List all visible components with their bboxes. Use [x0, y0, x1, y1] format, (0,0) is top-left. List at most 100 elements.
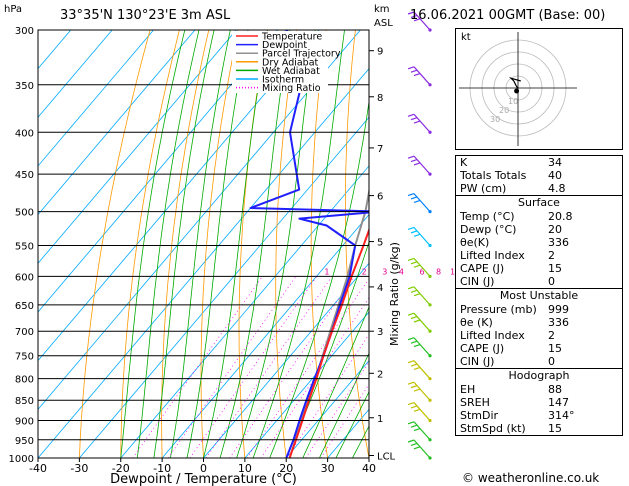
index-row: PW (cm) 4.8: [456, 182, 622, 195]
wind-barb-flag: [413, 73, 421, 77]
pressure-tick-label: 800: [15, 375, 34, 386]
index-value: 336: [548, 316, 569, 329]
index-label: PW (cm): [460, 182, 507, 195]
pressure-tick-label: 600: [15, 272, 34, 283]
x-tick-label: 30: [321, 462, 335, 475]
wind-barb-flag: [407, 257, 415, 261]
wind-barb-flag: [413, 233, 421, 237]
wind-barb-flag: [413, 18, 421, 22]
wind-barb-dot: [428, 130, 432, 134]
index-value: 88: [548, 383, 562, 396]
index-value: 999: [548, 303, 569, 316]
wind-barb-flag: [410, 385, 418, 389]
index-row: CAPE (J) 15: [456, 342, 622, 355]
wind-barb: [407, 439, 432, 460]
km-tick-label: 8: [377, 93, 383, 104]
wet-adiabat-line: [302, 305, 369, 458]
wind-barb-staff: [413, 286, 431, 306]
wind-barb-dot: [428, 28, 432, 32]
index-label: Pressure (mb): [460, 303, 537, 316]
index-label: CIN (J): [460, 275, 495, 288]
wet-adiabat-line: [236, 30, 316, 458]
wind-barb-dot: [428, 456, 432, 460]
index-value: 0: [548, 275, 555, 288]
wind-barb: [407, 193, 432, 214]
wind-barb-dot: [428, 303, 432, 307]
index-label: StmDir: [460, 409, 499, 422]
wind-barb: [407, 66, 432, 87]
wet-adiabat-line: [153, 30, 215, 458]
legend-label: Temperature: [261, 32, 322, 43]
pressure-tick-label: 300: [15, 26, 34, 37]
index-row: StmSpd (kt) 15: [456, 422, 622, 435]
wind-barb-flag: [413, 264, 421, 268]
mixing-ratio-axis-label: Mixing Ratio (g/kg): [388, 242, 401, 346]
isotherm-line: [203, 262, 369, 458]
index-label: Totals Totals: [460, 169, 527, 182]
legend-label: Mixing Ratio: [262, 83, 321, 94]
pressure-tick-label: 700: [15, 327, 34, 338]
pressure-tick-label: 350: [15, 81, 34, 92]
index-row: Dewp (°C) 20: [456, 223, 622, 236]
km-tick-label: 5: [377, 238, 383, 249]
index-label: θe (K): [460, 316, 493, 329]
wind-barb-flag: [407, 113, 415, 117]
index-row: CIN (J) 0: [456, 275, 622, 288]
mixing-ratio-label: 1: [324, 267, 329, 276]
wind-barb: [407, 421, 432, 442]
index-label: SREH: [460, 396, 490, 409]
index-value: 20: [548, 223, 562, 236]
pressure-tick-label: 850: [15, 396, 34, 407]
index-row: EH 88: [456, 383, 622, 396]
mixing-ratio-label: 3: [382, 267, 387, 276]
wind-barb: [407, 11, 432, 32]
wind-barb-flag: [410, 14, 418, 18]
pressure-tick-label: 450: [15, 170, 34, 181]
km-tick-label: 7: [377, 144, 383, 155]
pressure-tick-label: 400: [15, 128, 34, 139]
wind-barb-flag: [410, 158, 418, 163]
x-tick-label: -10: [153, 462, 171, 475]
hodograph-unit-label: kt: [461, 32, 471, 43]
wind-barb-flag: [410, 363, 418, 367]
km-tick-label: 9: [377, 47, 383, 58]
wind-barb-dot: [428, 329, 432, 333]
legend-label: Parcel Trajectory: [262, 49, 341, 60]
hodograph-ring-label: 30: [490, 115, 500, 124]
index-value: 4.8: [548, 182, 566, 195]
wind-barb-flag: [407, 439, 415, 443]
isotherm-line: [38, 30, 154, 167]
wind-barb-flag: [413, 343, 421, 348]
wind-barb-staff: [413, 66, 431, 86]
wind-barb-dot: [428, 274, 432, 279]
hodograph-ring-label: 20: [499, 106, 509, 115]
isotherm-line: [38, 30, 196, 216]
wind-barb-flag: [407, 66, 415, 70]
pressure-tick-label: 950: [15, 436, 34, 447]
wet-adiabat-line: [136, 30, 200, 458]
indices-most-unstable: Pressure (mb) 999 θe (K) 336 Lifted Index 2 CA…: [456, 303, 622, 368]
wind-barb-dot: [428, 418, 432, 423]
wind-barb-staff: [413, 439, 431, 459]
temperature-line: [288, 227, 369, 458]
pressure-tick-label: 750: [15, 352, 34, 363]
legend-label: Dry Adiabat: [262, 57, 319, 68]
index-label: CIN (J): [460, 355, 495, 368]
legend-label: Wet Adiabat: [262, 66, 320, 77]
indices-panel: K 34 Totals Totals 40 PW (cm) 4.8 Surface Tem…: [455, 155, 623, 436]
index-row: StmDir 314°: [456, 409, 622, 422]
wind-barb-flag: [413, 120, 421, 124]
km-tick-label: 3: [377, 327, 383, 338]
isotherm-line: [79, 116, 369, 458]
wind-barb-flag: [410, 230, 418, 234]
x-tick-label: 20: [279, 462, 293, 475]
wind-barb-staff: [413, 421, 431, 441]
mixing-ratio-label: 4: [399, 267, 404, 276]
wind-barb-staff: [413, 113, 431, 133]
pressure-tick-label: 550: [15, 241, 34, 252]
wind-barb-flag: [407, 193, 415, 197]
mixing-ratio-line: [229, 276, 355, 458]
wind-barb-flag: [407, 421, 415, 425]
index-value: 314°: [548, 409, 575, 422]
indices-surface: Temp (°C) 20.8 Dewp (°C) 20 θe(K) 336 Lifted I…: [456, 210, 622, 288]
